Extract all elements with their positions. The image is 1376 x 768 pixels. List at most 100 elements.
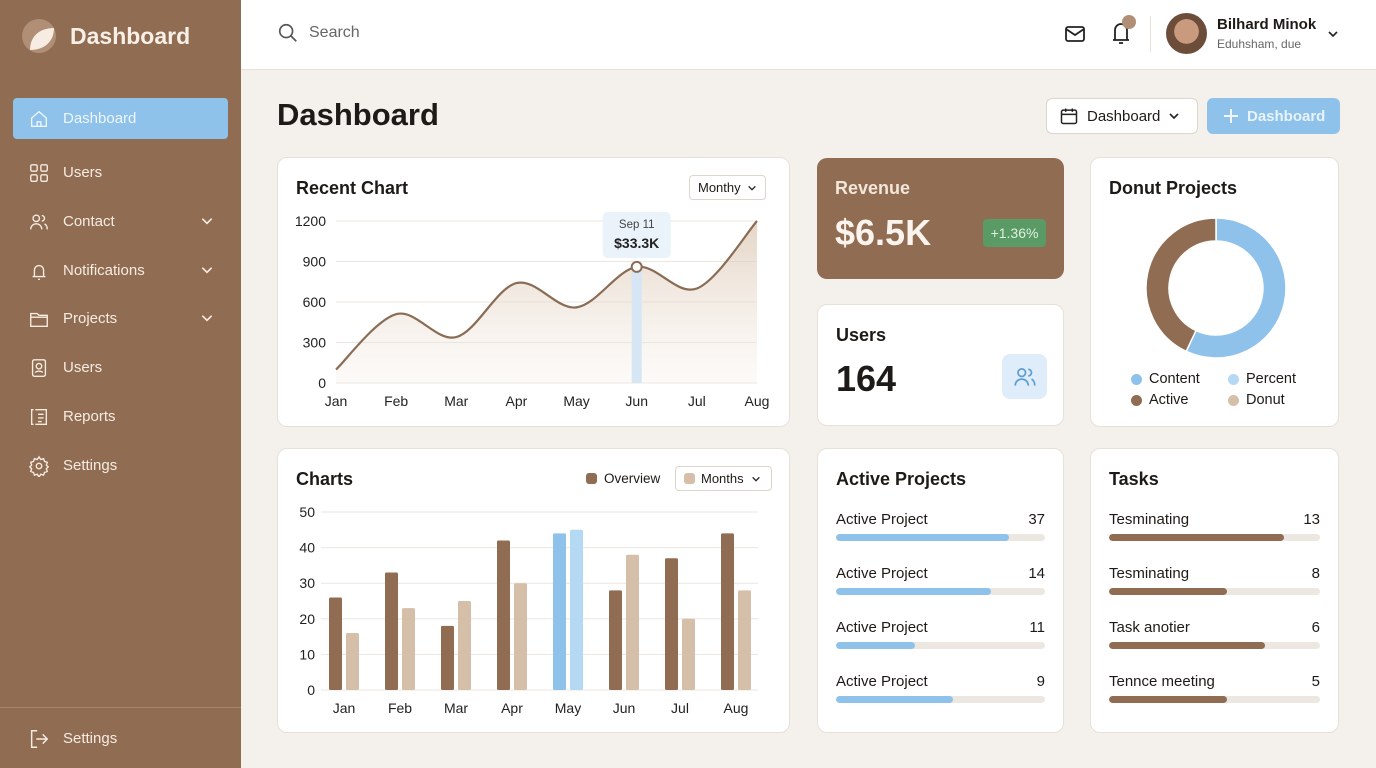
y-tick-label: 0 (318, 375, 326, 391)
chevron-down-icon[interactable] (200, 263, 214, 277)
recent-chart-title: Recent Chart (296, 178, 409, 198)
page-title: Dashboard (277, 97, 439, 132)
dashboard-select[interactable]: Dashboard (1046, 98, 1198, 134)
bar-apr-series-1[interactable] (497, 540, 510, 690)
add-dashboard-button[interactable]: Dashboard (1207, 98, 1340, 134)
progress-bar (836, 588, 1045, 595)
mail-icon[interactable] (1063, 22, 1087, 46)
sidebar-item-label: Users (63, 359, 103, 376)
bar-jul-series-1[interactable] (665, 558, 678, 690)
chevron-down-icon[interactable] (1327, 28, 1339, 40)
period-dropdown[interactable]: Monthy (689, 175, 766, 200)
folder-icon (30, 312, 48, 327)
sidebar-item-notifications[interactable]: Notifications (13, 250, 228, 291)
users-icon-box (1002, 354, 1047, 399)
series-line (335, 220, 758, 371)
legend-swatch (1131, 394, 1142, 406)
user-name[interactable]: Bilhard Minok (1217, 16, 1317, 33)
bar-chart: 0 10 20 30 40 50 Jan Feb Mar Apr May Jun Jul Aug (299, 504, 758, 716)
sidebar-item-reports[interactable]: Reports (13, 396, 228, 437)
progress-fill (1109, 534, 1285, 541)
y-tick-label: 0 (307, 682, 315, 698)
bar-jul-series-2[interactable] (682, 618, 695, 690)
sidebar-item-users[interactable]: Users (13, 347, 228, 388)
progress-bar (1109, 534, 1320, 541)
donut-slice-active[interactable] (1145, 217, 1217, 353)
bar-jun-series-2[interactable] (626, 554, 639, 690)
sidebar-footer-settings[interactable]: Settings (13, 718, 228, 759)
progress-label: Active Project (836, 565, 928, 582)
legend-swatch (684, 473, 695, 484)
legend-label: Percent (1246, 371, 1296, 387)
progress-row: Active Project 37 (836, 511, 1045, 551)
progress-bar (836, 642, 1045, 649)
bell-icon (32, 264, 46, 280)
progress-value: 13 (1303, 511, 1320, 528)
donut-legend-item: Donut (1228, 392, 1285, 408)
bar-mar-series-1[interactable] (441, 625, 454, 690)
bar-apr-series-2[interactable] (514, 583, 527, 690)
x-tick-label: Feb (384, 393, 408, 409)
sidebar-footer-label: Settings (63, 730, 118, 747)
progress-row: Active Project 9 (836, 673, 1045, 713)
x-tick-label: Jul (671, 700, 689, 716)
progress-bar (836, 534, 1045, 541)
bar-feb-series-2[interactable] (402, 608, 415, 690)
period-label: Monthy (698, 180, 741, 195)
progress-fill (836, 642, 916, 649)
tooltip (602, 212, 671, 258)
progress-fill (1109, 642, 1266, 649)
logo[interactable]: Dashboard (22, 18, 190, 54)
bell-icon[interactable] (1107, 12, 1139, 46)
donut-chart (1145, 217, 1287, 359)
progress-value: 6 (1311, 619, 1320, 636)
topbar-divider (1150, 16, 1151, 52)
chevron-down-icon[interactable] (200, 311, 214, 325)
progress-value: 11 (1029, 619, 1045, 636)
months-dropdown[interactable]: Months (675, 466, 772, 491)
reports-icon (30, 408, 48, 425)
highlight-bar (631, 266, 642, 383)
sidebar-item-settings[interactable]: Settings (13, 445, 228, 486)
chevron-down-icon[interactable] (200, 214, 214, 228)
bar-feb-series-1[interactable] (385, 572, 398, 690)
sidebar-item-label: Users (63, 164, 103, 181)
bar-jun-series-1[interactable] (609, 590, 622, 690)
dashboard-select-label: Dashboard (1087, 107, 1161, 125)
progress-row: Active Project 11 (836, 619, 1045, 659)
progress-fill (836, 696, 954, 703)
bar-jan-series-2[interactable] (346, 633, 359, 690)
bar-aug-series-2[interactable] (738, 590, 751, 690)
progress-bar (1109, 696, 1320, 703)
search-input[interactable]: Search (277, 22, 360, 44)
calendar-icon (1060, 108, 1078, 125)
sidebar-item-contact[interactable]: Contact (13, 201, 228, 242)
legend-swatch (1228, 394, 1239, 406)
sidebar-item-projects[interactable]: Projects (13, 298, 228, 339)
progress-bar (1109, 588, 1320, 595)
sidebar-item-users[interactable]: Users (13, 152, 228, 193)
legend-label: Content (1149, 371, 1200, 387)
user-subtitle: Eduhsham, due (1217, 37, 1302, 51)
x-tick-label: May (555, 700, 581, 716)
bar-may-series-1[interactable] (553, 533, 566, 690)
chevron-down-icon (752, 476, 760, 482)
grid-icon (30, 163, 48, 182)
x-tick-label: Apr (501, 700, 523, 716)
sidebar-item-label: Contact (63, 213, 115, 230)
bar-mar-series-2[interactable] (458, 601, 471, 690)
bar-aug-series-1[interactable] (721, 533, 734, 690)
bar-may-series-2[interactable] (570, 529, 583, 690)
progress-label: Tennce meeting (1109, 673, 1215, 690)
data-point[interactable] (630, 260, 643, 273)
progress-fill (1109, 588, 1228, 595)
y-tick-label: 50 (299, 504, 315, 520)
progress-label: Active Project (836, 511, 928, 528)
sidebar-item-dashboard[interactable]: Dashboard (13, 98, 228, 139)
avatar[interactable] (1166, 13, 1207, 54)
donut-slice-content[interactable] (1185, 217, 1287, 359)
legend-swatch (1228, 373, 1239, 385)
legend-swatch (586, 473, 597, 484)
y-tick-label: 900 (303, 254, 327, 270)
bar-jan-series-1[interactable] (329, 597, 342, 690)
